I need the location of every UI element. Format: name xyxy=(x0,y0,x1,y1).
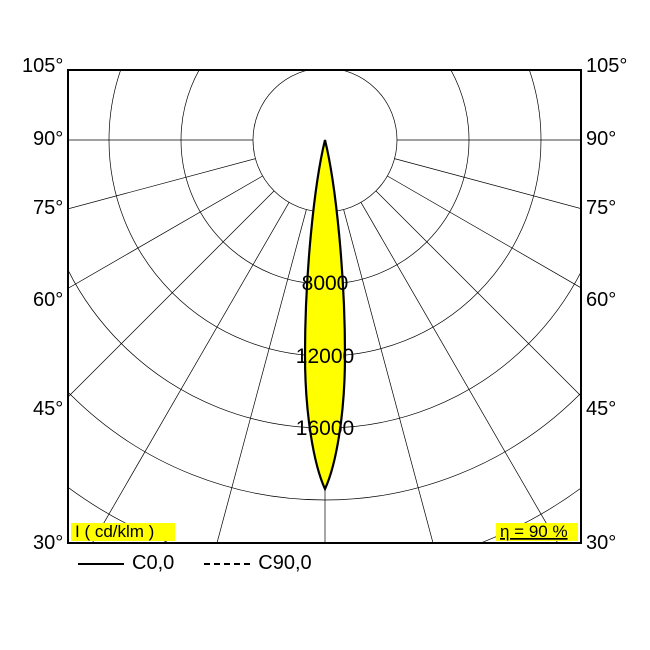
eta-label: η = 90 % xyxy=(500,522,568,541)
angle-left-45: 45° xyxy=(33,398,63,421)
unit-box: I ( cd/klm ) xyxy=(71,522,175,541)
ring-label-8000: 8000 xyxy=(302,272,349,295)
series-legend: C0,0 C90,0 xyxy=(78,552,312,575)
ring-label-12000: 12000 xyxy=(296,345,354,368)
eta-box: η = 90 % xyxy=(496,522,578,541)
line-sample-solid xyxy=(78,563,124,565)
line-sample-dashed xyxy=(204,563,250,565)
angle-right-30: 30° xyxy=(586,532,616,555)
angle-right-75: 75° xyxy=(586,197,616,220)
angle-right-90: 90° xyxy=(586,128,616,151)
angle-left-60: 60° xyxy=(33,289,63,312)
angle-left-105: 105° xyxy=(22,55,63,78)
ring-label-16000: 16000 xyxy=(296,417,354,440)
unit-label: I ( cd/klm ) xyxy=(75,522,154,541)
series-label-c0: C0,0 xyxy=(132,552,174,575)
polar-svg: I ( cd/klm ) η = 90 % 8000 12000 16000 xyxy=(30,45,620,625)
angle-right-45: 45° xyxy=(586,398,616,421)
polar-chart: I ( cd/klm ) η = 90 % 8000 12000 16000 xyxy=(30,45,620,625)
angle-left-90: 90° xyxy=(33,128,63,151)
angle-left-75: 75° xyxy=(33,197,63,220)
angle-right-60: 60° xyxy=(586,289,616,312)
series-label-c90: C90,0 xyxy=(258,552,311,575)
angle-right-105: 105° xyxy=(586,55,627,78)
angle-left-30: 30° xyxy=(33,532,63,555)
